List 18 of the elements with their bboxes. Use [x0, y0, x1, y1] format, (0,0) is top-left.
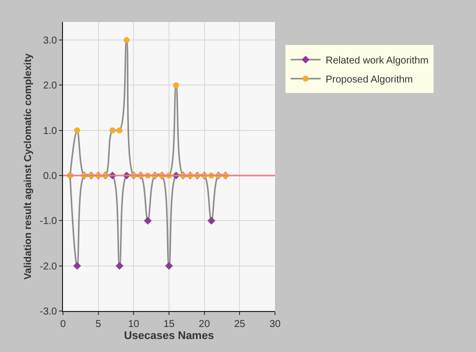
x-tick-label: 25	[234, 319, 246, 330]
y-axis-title: Validation result against Cyclomatic complexity	[22, 52, 34, 280]
y-tick-label: 0.0	[43, 171, 58, 182]
x-tick-label: 20	[198, 319, 210, 330]
legend-label: Related work Algorithm	[326, 56, 428, 67]
legend-label: Proposed Algorithm	[326, 74, 413, 86]
x-tick-label: 30	[269, 319, 281, 330]
y-tick-label: -3.0	[40, 306, 58, 318]
y-tick-label: 2.0	[43, 80, 58, 92]
x-tick-label: 5	[96, 319, 102, 330]
y-tick-label: 1.0	[43, 126, 58, 137]
y-tick-label: -1.0	[40, 216, 58, 228]
x-tick-label: 15	[163, 319, 175, 330]
x-tick-label: 10	[128, 319, 140, 330]
x-axis-title: Usecases Names	[124, 330, 214, 342]
x-tick-label: 0	[60, 319, 66, 330]
y-tick-label: 3.0	[43, 36, 58, 47]
y-tick-label: -2.0	[40, 261, 58, 272]
